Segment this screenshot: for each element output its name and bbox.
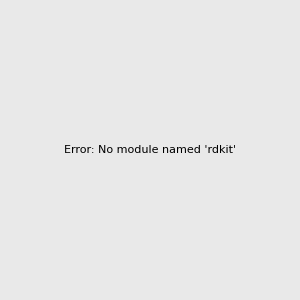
Text: Error: No module named 'rdkit': Error: No module named 'rdkit'	[64, 145, 236, 155]
